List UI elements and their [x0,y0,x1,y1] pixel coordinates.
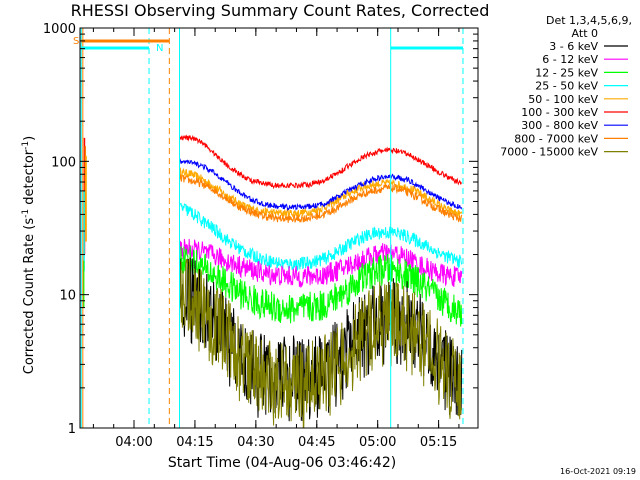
legend-header-line2: Att 0 [572,27,598,40]
legend-label-6: 300 - 800 keV [521,119,598,132]
legend-label-4: 50 - 100 keV [528,93,598,106]
x-tick-label: 05:15 [420,435,457,450]
x-tick-label: 04:15 [176,435,213,450]
chart-title: RHESSI Observing Summary Count Rates, Co… [71,1,490,20]
data-layer [80,28,464,429]
x-tick-label: 04:45 [298,435,335,450]
legend-label-2: 12 - 25 keV [535,66,598,79]
y-axis-label-sup1: -1 [21,209,31,218]
y-axis-label-sup2: -1 [21,141,31,150]
legend-label-0: 3 - 6 keV [549,40,598,53]
series-7000-15000-kev-line [179,257,463,429]
legend-label-5: 100 - 300 keV [521,106,598,119]
x-tick-label: 05:00 [359,435,396,450]
series-300-800-kev-line [179,157,463,212]
y-tick-label: 100 [51,155,76,170]
x-axis-label: Start Time (04-Aug-06 03:46:42) [168,455,396,471]
y-tick-label: 1 [68,422,76,437]
legend-label-8: 7000 - 15000 keV [500,146,598,159]
date-stamp: 16-Oct-2021 09:19 [560,467,636,476]
y-axis-label-mid: detector [22,149,37,209]
axis-ticks: 04:00 04:15 04:30 04:45 05:00 05:15 1 10 100 1000 [43,22,478,450]
y-axis-label-main: Corrected Count Rate (s [22,218,37,375]
series-25-50-kev-line [179,202,463,271]
x-tick-label: 04:30 [237,435,274,450]
y-tick-label: 1000 [43,22,76,37]
series-100-300-kev-line [179,134,463,190]
legend-label-7: 800 - 7000 keV [514,132,598,145]
legend-header-line1: Det 1,3,4,5,6,9, [546,14,632,27]
legend-label-3: 25 - 50 keV [535,80,598,93]
x-tick-label: 04:00 [115,435,152,450]
y-axis-label-end: ) [22,136,37,141]
legend-label-1: 6 - 12 keV [542,53,598,66]
saa-flag-label: S [73,36,79,47]
series-6-12-kev-line [179,238,463,288]
plot-frame [79,27,479,429]
y-axis-label: Corrected Count Rate (s-1 detector-1) [21,136,37,374]
night-flag-label: N [156,43,163,54]
plot-border [79,27,479,429]
series-12-25-kev-line [179,246,463,327]
series-800-7000-kev-line [179,174,463,223]
y-tick-label: 10 [59,289,76,304]
